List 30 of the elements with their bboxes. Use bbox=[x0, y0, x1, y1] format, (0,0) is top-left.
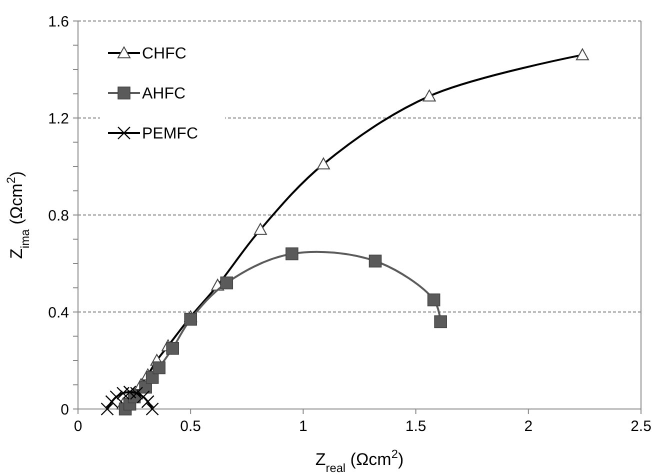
x-tick-label: 1 bbox=[299, 418, 308, 435]
legend-label: AHFC bbox=[142, 86, 186, 103]
y-tick-label: 0 bbox=[60, 401, 69, 418]
point bbox=[184, 312, 197, 326]
point bbox=[105, 395, 118, 408]
y-tick-label: 1.2 bbox=[48, 110, 69, 128]
point bbox=[166, 342, 179, 355]
point bbox=[100, 402, 114, 416]
point bbox=[368, 254, 382, 268]
x-axis-title: Z$_{real}$ (Ωcm$^{2}$) bbox=[315, 447, 404, 475]
point bbox=[110, 390, 123, 404]
point bbox=[146, 402, 159, 416]
x-tick-label: 0.5 bbox=[180, 418, 202, 435]
point bbox=[152, 361, 166, 374]
point bbox=[123, 385, 136, 399]
point bbox=[141, 395, 154, 408]
legend-label: PEMFC bbox=[142, 126, 198, 143]
y-tick-label: 1.6 bbox=[48, 13, 69, 30]
point bbox=[286, 247, 298, 260]
x-tick-label: 2 bbox=[524, 418, 533, 435]
y-tick-label: 0.8 bbox=[48, 207, 69, 224]
y-tick-label: 0.4 bbox=[48, 304, 69, 322]
point bbox=[427, 293, 440, 306]
point bbox=[434, 315, 447, 328]
point bbox=[220, 276, 234, 290]
legend-label: CHFC bbox=[142, 46, 186, 63]
point bbox=[136, 390, 150, 404]
x-tick-label: 1.5 bbox=[405, 418, 426, 435]
x-tick-label: 0 bbox=[74, 418, 82, 435]
x-tick-label: 2.5 bbox=[630, 418, 652, 435]
